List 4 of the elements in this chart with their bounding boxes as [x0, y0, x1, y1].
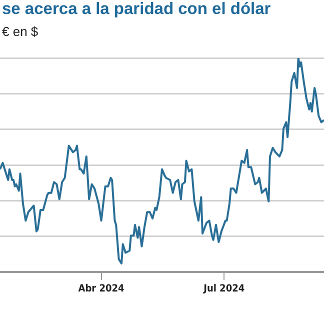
x-tick-label: Abr 2024	[78, 284, 124, 295]
chart-title: se acerca a la paridad con el dólar	[2, 0, 271, 19]
x-tick-label: Jul 2024	[202, 284, 245, 295]
chart-subtitle: € en $	[2, 24, 38, 39]
